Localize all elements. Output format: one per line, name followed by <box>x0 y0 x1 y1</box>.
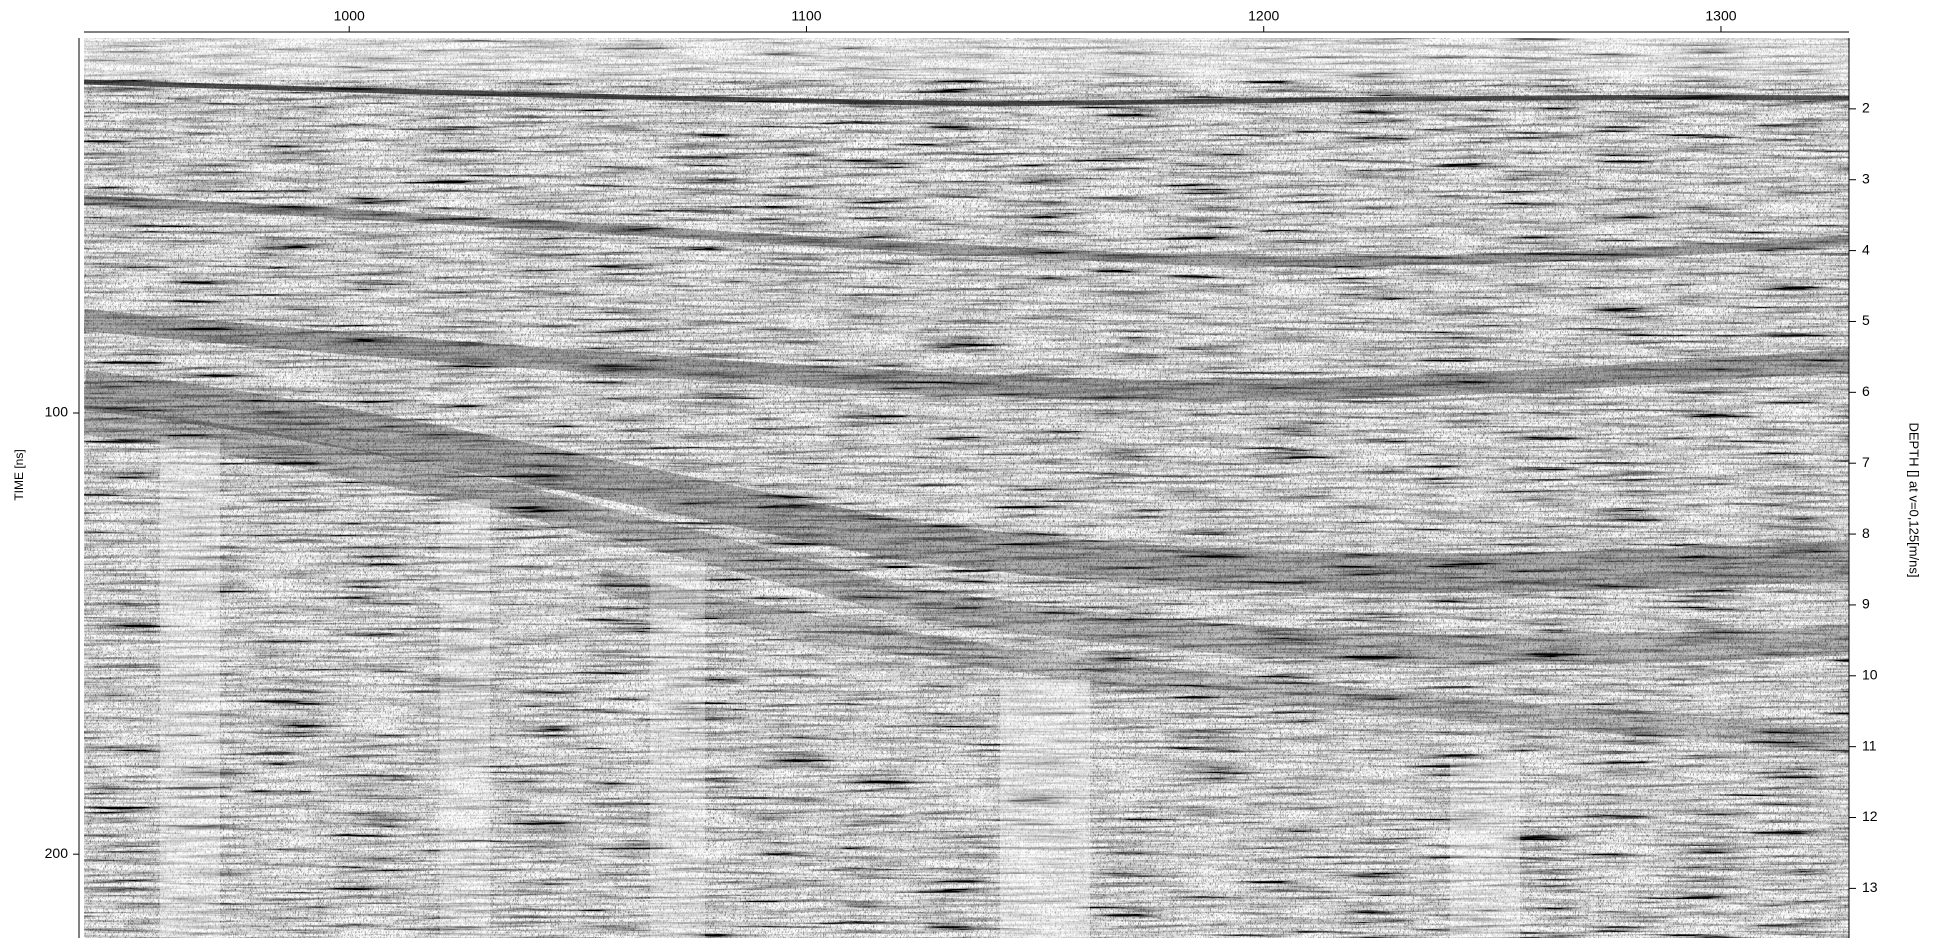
x-tick-label: 1200 <box>1248 8 1279 24</box>
y2-tick-label: 4 <box>1862 241 1870 257</box>
y2-tick-label: 7 <box>1862 454 1870 470</box>
y-tick-label: 100 <box>45 404 69 420</box>
y2-axis-label: DEPTH [] at v=0,125[m/ns] <box>1907 423 1922 578</box>
y2-tick-label: 9 <box>1862 596 1870 612</box>
y2-tick-label: 2 <box>1862 100 1870 116</box>
y2-tick-label: 5 <box>1862 312 1870 328</box>
x-tick-label: 1300 <box>1705 8 1736 24</box>
y-tick-label: 200 <box>45 845 69 861</box>
x-tick-label: 1100 <box>791 8 821 24</box>
y2-tick-label: 13 <box>1862 879 1878 895</box>
y-axis-label: TIME [ns] <box>12 449 26 500</box>
radargram-view: TIME [ns] DEPTH [] at v=0,125[m/ns] 1000… <box>0 0 1933 938</box>
y2-tick-label: 8 <box>1862 525 1870 541</box>
x-tick-label: 1000 <box>334 8 365 24</box>
y2-tick-label: 10 <box>1862 666 1878 682</box>
radar-image <box>84 38 1849 938</box>
y2-tick-label: 6 <box>1862 383 1870 399</box>
y2-tick-label: 11 <box>1862 737 1877 753</box>
y2-tick-label: 12 <box>1862 808 1878 824</box>
y2-tick-label: 3 <box>1862 170 1870 186</box>
